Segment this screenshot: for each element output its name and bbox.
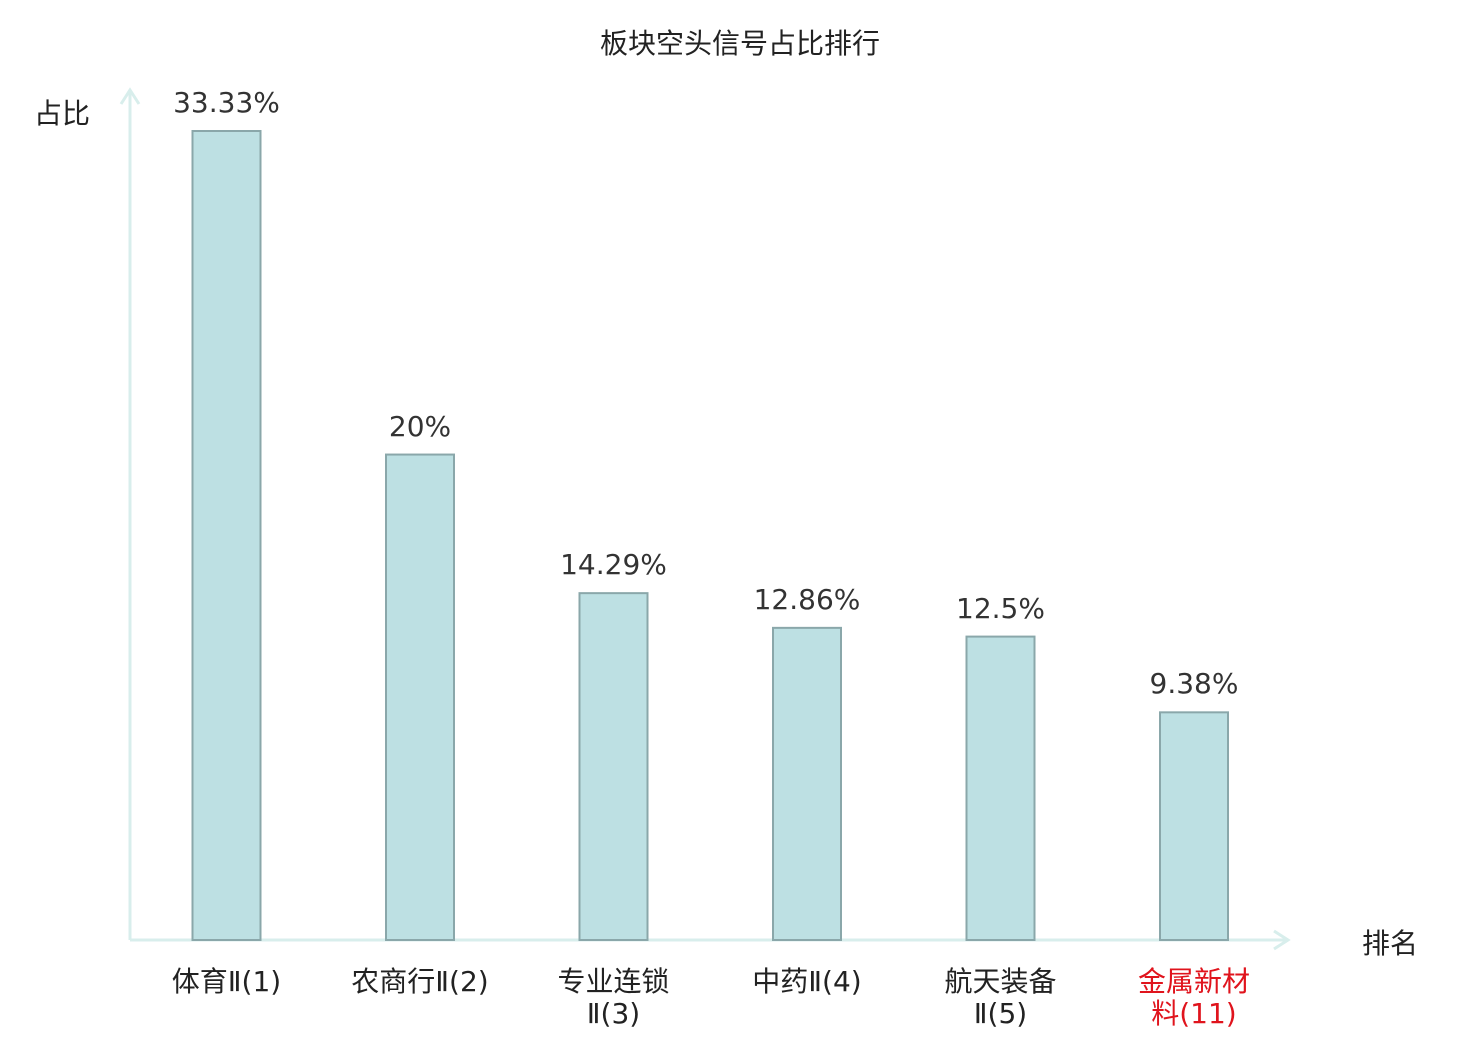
chart-title: 板块空头信号占比排行 [599,27,880,60]
bar-value-label: 9.38% [1149,667,1239,701]
x-tick-label-line: 航天装备 [944,965,1057,998]
bar-value-label: 14.29% [560,548,667,582]
bar-value-label: 33.33% [173,86,280,119]
x-tick-label-line: Ⅱ(3) [586,997,641,1030]
x-tick-label: 农商行Ⅱ(2) [330,966,510,998]
bar-value-label: 12.5% [956,591,1045,625]
x-tick-label: 体育Ⅱ(1) [137,966,317,998]
bar [578,592,649,942]
x-tick-label-line: 专业连锁 [557,965,670,998]
x-tick-label: 航天装备 Ⅱ(5) [911,966,1091,1030]
bar [965,635,1036,941]
bar [385,453,455,941]
x-tick-label-line: 农商行Ⅱ(2) [351,965,489,998]
x-tick-label-line: Ⅱ(5) [973,997,1028,1030]
x-axis-label: 排名 [1362,927,1419,960]
x-tick-label-line: 料(11) [1151,997,1237,1030]
bar-value-label: 12.86% [753,582,861,616]
x-tick-label: 金属新材 料(11) [1104,966,1284,1030]
bar [1159,711,1229,942]
bar-value-label: 20% [388,409,452,443]
x-tick-label-line: 体育Ⅱ(1) [171,965,282,998]
y-axis-label: 占比 [34,97,91,130]
bar [191,130,262,941]
x-tick-label: 中药Ⅱ(4) [717,966,897,998]
x-axis-arrow [1273,929,1291,951]
bar [772,626,842,941]
y-axis-arrow [119,87,141,105]
x-tick-label-line: 金属新材 [1137,965,1250,998]
x-tick-label: 专业连锁 Ⅱ(3) [524,966,704,1030]
x-tick-label-line: 中药Ⅱ(4) [752,965,862,998]
